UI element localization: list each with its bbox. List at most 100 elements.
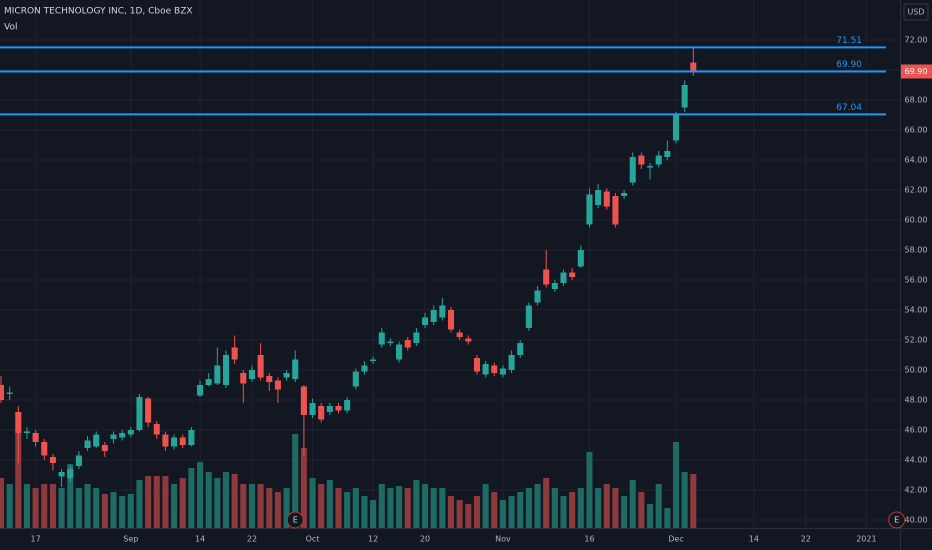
candle-body (612, 196, 619, 225)
candle-body (283, 373, 290, 378)
candle-body (422, 317, 429, 325)
candle-body (188, 430, 195, 445)
volume-bar (179, 478, 186, 528)
candle-body (465, 338, 472, 342)
volume-bar (387, 488, 394, 528)
candle-body (456, 332, 463, 337)
currency[interactable]: USD (907, 8, 924, 17)
y-tick-label: 44.00 (905, 456, 928, 465)
candle-body (491, 365, 498, 373)
candle-body (577, 250, 584, 267)
volume-bar (378, 484, 385, 528)
candle-body (352, 371, 359, 387)
volume-bar (231, 474, 238, 528)
candle-body (240, 373, 247, 384)
axes: 40.00 42.00 44.00 46.00 48.00 50.00 52.00 54.00… (31, 36, 932, 544)
level-label: 71.51 (836, 36, 862, 46)
candle-body (344, 400, 351, 411)
volume-bar (413, 480, 420, 528)
x-tick-label: 22 (801, 535, 811, 544)
candle-body (153, 424, 160, 435)
candle-body (413, 332, 420, 343)
candle-body (318, 406, 325, 420)
candle-body (0, 385, 5, 400)
candle-body (101, 445, 108, 451)
level-label: 67.04 (836, 103, 862, 113)
volume-bar (396, 486, 403, 528)
candle-body (49, 457, 56, 463)
x-tick-label: 20 (420, 535, 430, 544)
candle-body (300, 386, 307, 415)
grid (0, 0, 900, 528)
y-tick-label: 68.00 (905, 96, 928, 105)
candle-body (430, 310, 437, 322)
candle-body (655, 155, 662, 165)
last-price-label: 69.90 (905, 67, 928, 76)
candle-body (586, 194, 593, 225)
candle-body (41, 442, 48, 456)
volume-bar (612, 488, 619, 528)
candle-body (525, 305, 532, 328)
y-tick-label: 64.00 (905, 156, 928, 165)
candle-body (274, 380, 281, 390)
volume-bar (188, 468, 195, 528)
volume-bar (15, 428, 22, 528)
candle-body (560, 272, 567, 283)
volume-bar (326, 480, 333, 528)
volume-bar (439, 488, 446, 528)
volume-bar (266, 488, 273, 528)
y-tick-label: 66.00 (905, 126, 928, 135)
volume-bar (283, 488, 290, 528)
volume-bar (41, 484, 48, 528)
candle-body (396, 344, 403, 360)
volume-bar (292, 434, 299, 528)
volume-bar (75, 488, 82, 528)
volume-bar (205, 472, 212, 528)
level-label: 69.90 (836, 60, 862, 70)
volume-bar (586, 452, 593, 528)
candle-body (447, 310, 455, 330)
volume-bar (58, 488, 65, 528)
volume-bar (23, 484, 30, 528)
candle-body (681, 85, 688, 108)
volume-bar (93, 488, 100, 528)
candle-body (197, 385, 204, 396)
volume-label: Vol (4, 23, 17, 33)
volume-bar (119, 496, 126, 528)
volume-bar (465, 504, 472, 528)
candle-body (603, 191, 610, 207)
candle-body (361, 365, 368, 372)
x-tick-label: 17 (31, 535, 41, 544)
currency-box[interactable] (903, 3, 929, 21)
candle-body (119, 433, 126, 438)
candle-body (15, 412, 22, 433)
volume-bar (153, 476, 160, 528)
y-tick-label: 72.00 (905, 36, 928, 45)
y-tick-label: 52.00 (905, 336, 928, 345)
y-tick-label: 58.00 (905, 246, 928, 255)
volume-bar (655, 484, 662, 528)
chart-title: MICRON TECHNOLOGY INC, 1D, Cboe BZX (4, 7, 193, 17)
candle-body (266, 376, 273, 382)
volume-bar (361, 496, 368, 528)
volume-bar (309, 478, 316, 528)
y-tick-label: 48.00 (905, 396, 928, 405)
x-tick-label: Dec (668, 535, 683, 544)
candle-body (672, 115, 680, 141)
candle-body (222, 355, 230, 385)
candle-body (690, 62, 697, 72)
y-tick-label: 46.00 (905, 426, 928, 435)
volume-bar (404, 488, 411, 528)
volume-bar (127, 494, 134, 528)
volume-bar (690, 474, 697, 528)
volume-bar (473, 496, 480, 528)
volume-bar (222, 472, 230, 528)
volume-bar (300, 448, 307, 528)
candle-body (638, 155, 645, 165)
candle-body (378, 332, 385, 345)
volume-bar (525, 488, 532, 528)
volume-bar (595, 488, 602, 528)
candle-body (214, 365, 221, 384)
volume-bar (110, 492, 117, 528)
